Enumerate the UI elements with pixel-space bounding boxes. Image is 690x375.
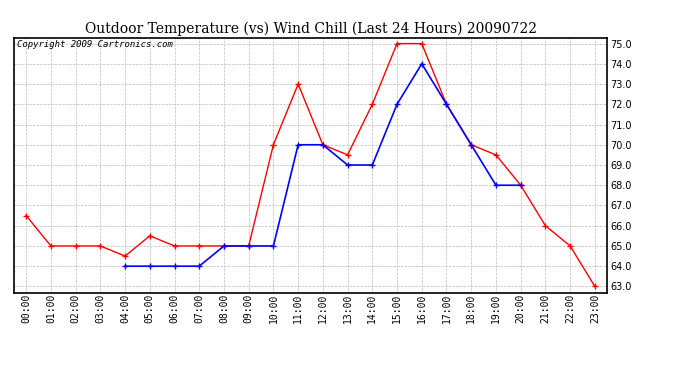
Title: Outdoor Temperature (vs) Wind Chill (Last 24 Hours) 20090722: Outdoor Temperature (vs) Wind Chill (Las… (84, 22, 537, 36)
Text: Copyright 2009 Cartronics.com: Copyright 2009 Cartronics.com (17, 40, 172, 49)
